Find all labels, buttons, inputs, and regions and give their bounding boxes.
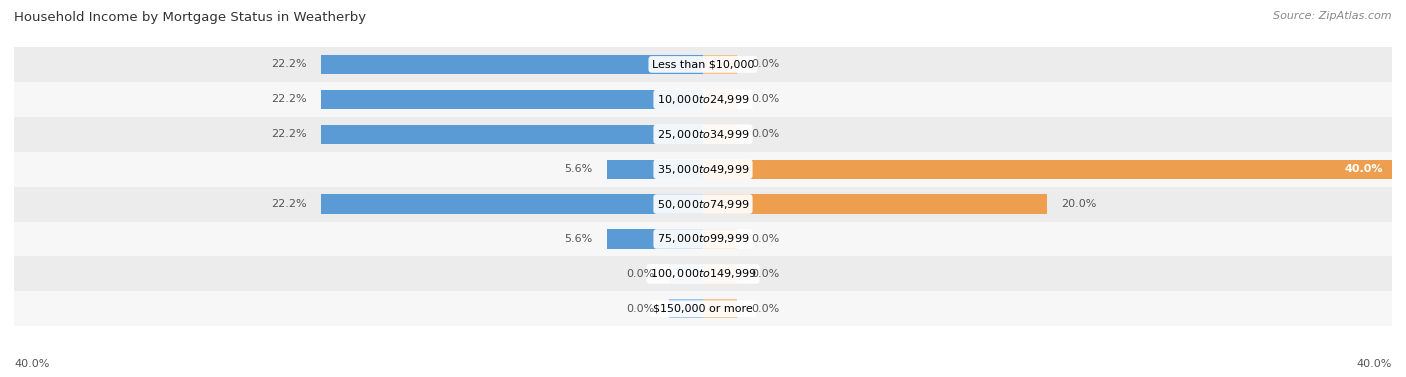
- Text: Household Income by Mortgage Status in Weatherby: Household Income by Mortgage Status in W…: [14, 11, 366, 24]
- Bar: [321, 55, 703, 74]
- Bar: [703, 125, 738, 144]
- Text: 22.2%: 22.2%: [271, 94, 307, 104]
- Bar: [669, 299, 703, 319]
- Bar: [606, 159, 703, 179]
- Bar: [14, 187, 1392, 222]
- Text: 0.0%: 0.0%: [751, 129, 779, 139]
- Bar: [669, 264, 703, 284]
- Bar: [321, 90, 703, 109]
- Text: 20.0%: 20.0%: [1062, 199, 1097, 209]
- Text: $75,000 to $99,999: $75,000 to $99,999: [657, 233, 749, 245]
- Text: $100,000 to $149,999: $100,000 to $149,999: [650, 267, 756, 280]
- Bar: [321, 125, 703, 144]
- Text: $10,000 to $24,999: $10,000 to $24,999: [657, 93, 749, 106]
- Text: 0.0%: 0.0%: [751, 304, 779, 314]
- Bar: [14, 117, 1392, 152]
- Text: 0.0%: 0.0%: [751, 234, 779, 244]
- Text: $25,000 to $34,999: $25,000 to $34,999: [657, 128, 749, 141]
- Bar: [606, 229, 703, 248]
- Text: 22.2%: 22.2%: [271, 129, 307, 139]
- Bar: [14, 152, 1392, 187]
- Text: 40.0%: 40.0%: [1357, 359, 1392, 369]
- Bar: [321, 195, 703, 214]
- Text: 0.0%: 0.0%: [751, 60, 779, 69]
- Bar: [14, 47, 1392, 82]
- Bar: [703, 90, 738, 109]
- Text: 0.0%: 0.0%: [751, 94, 779, 104]
- Text: 0.0%: 0.0%: [751, 269, 779, 279]
- Text: $35,000 to $49,999: $35,000 to $49,999: [657, 162, 749, 176]
- Text: 0.0%: 0.0%: [627, 269, 655, 279]
- Bar: [703, 55, 738, 74]
- Bar: [703, 229, 738, 248]
- Text: 5.6%: 5.6%: [565, 164, 593, 174]
- Bar: [703, 264, 738, 284]
- Bar: [703, 195, 1047, 214]
- Text: 22.2%: 22.2%: [271, 60, 307, 69]
- Text: 0.0%: 0.0%: [627, 304, 655, 314]
- Bar: [14, 291, 1392, 326]
- Text: Source: ZipAtlas.com: Source: ZipAtlas.com: [1274, 11, 1392, 21]
- Text: 5.6%: 5.6%: [565, 234, 593, 244]
- Bar: [14, 222, 1392, 256]
- Text: Less than $10,000: Less than $10,000: [652, 60, 754, 69]
- Text: 40.0%: 40.0%: [14, 359, 49, 369]
- Bar: [14, 256, 1392, 291]
- Bar: [703, 299, 738, 319]
- Text: 40.0%: 40.0%: [1344, 164, 1384, 174]
- Bar: [703, 159, 1392, 179]
- Bar: [14, 82, 1392, 117]
- Text: $50,000 to $74,999: $50,000 to $74,999: [657, 198, 749, 211]
- Text: 22.2%: 22.2%: [271, 199, 307, 209]
- Text: $150,000 or more: $150,000 or more: [654, 304, 752, 314]
